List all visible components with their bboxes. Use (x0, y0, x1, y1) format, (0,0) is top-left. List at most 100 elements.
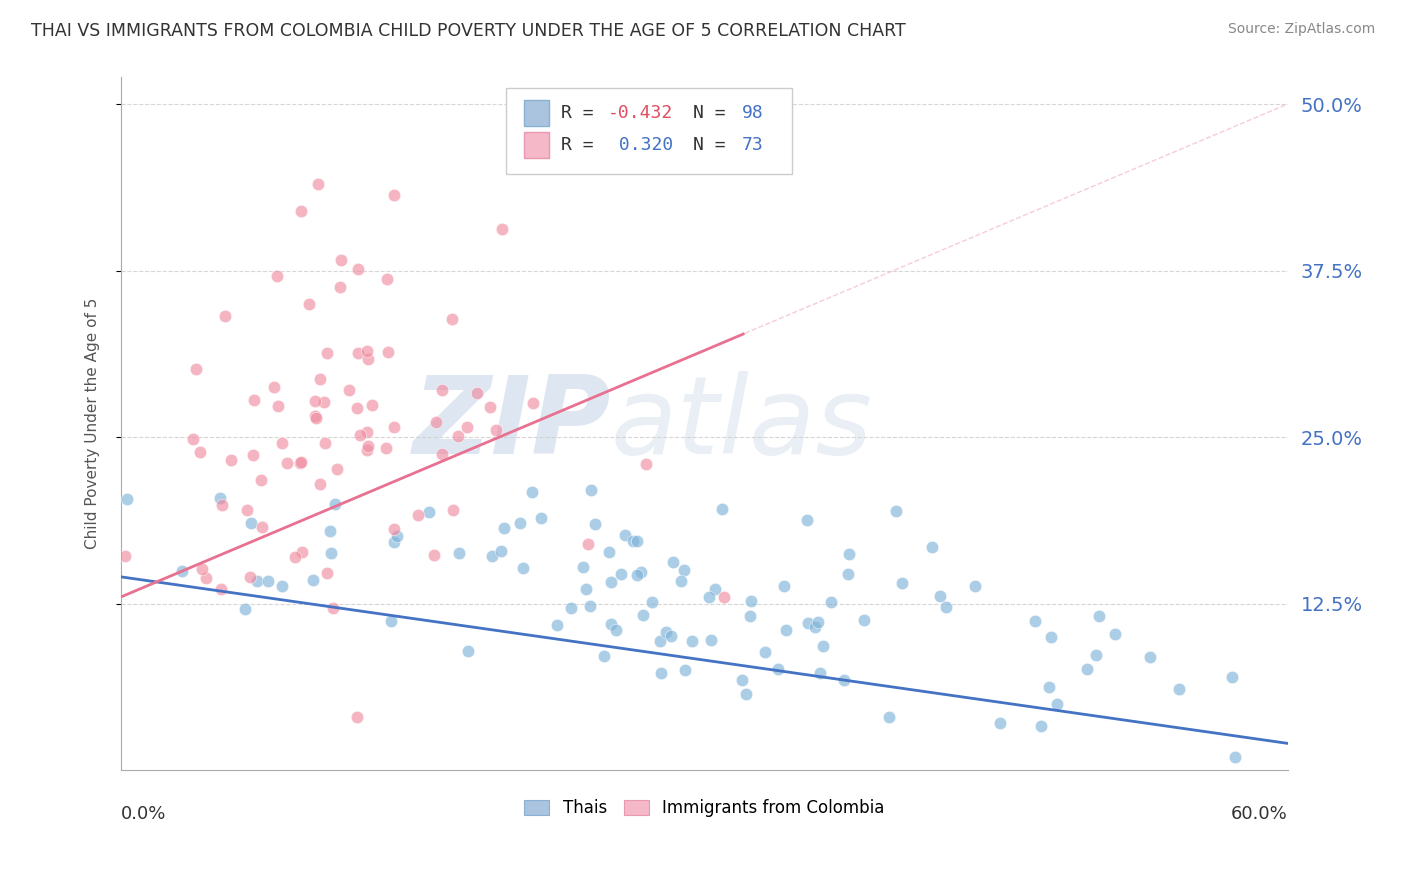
Point (1167, 681, 1189, 696)
Point (209, 582, 232, 596)
Point (211, 499, 233, 513)
Point (250, 520, 273, 534)
Point (330, 252, 353, 267)
Point (1076, 662, 1098, 676)
Point (520, 484, 543, 499)
Point (600, 616, 623, 631)
Point (307, 177, 329, 191)
Point (811, 639, 834, 653)
Point (575, 582, 598, 597)
Point (731, 673, 754, 688)
Point (838, 547, 860, 561)
Point (598, 545, 620, 559)
Point (465, 385, 488, 400)
Text: 0.0%: 0.0% (121, 805, 166, 822)
Point (522, 395, 544, 409)
Point (697, 590, 720, 604)
Point (263, 380, 285, 394)
Point (298, 296, 321, 310)
Point (546, 618, 568, 632)
Point (375, 272, 398, 286)
Point (441, 503, 464, 517)
Point (655, 625, 678, 640)
Point (650, 666, 672, 681)
Point (641, 595, 664, 609)
Point (1085, 648, 1108, 662)
Point (1139, 650, 1161, 665)
Point (316, 566, 339, 580)
Point (921, 540, 943, 554)
Y-axis label: Child Poverty Under the Age of 5: Child Poverty Under the Age of 5 (86, 298, 100, 549)
Point (1223, 749, 1246, 764)
Point (301, 573, 323, 587)
Point (322, 601, 344, 615)
Text: ZIP: ZIP (412, 371, 612, 476)
Point (377, 345, 399, 359)
Point (188, 445, 211, 459)
Point (662, 555, 685, 569)
Point (766, 662, 789, 676)
Point (935, 600, 957, 615)
Point (170, 565, 193, 579)
Point (740, 609, 762, 624)
Point (796, 513, 818, 527)
Text: Source: ZipAtlas.com: Source: ZipAtlas.com (1227, 22, 1375, 37)
Text: 0.320: 0.320 (607, 136, 673, 154)
Point (346, 261, 368, 276)
Point (711, 502, 734, 516)
Point (380, 614, 402, 628)
Point (735, 687, 758, 701)
FancyBboxPatch shape (523, 132, 550, 159)
Point (879, 709, 901, 723)
Point (754, 645, 776, 659)
Point (356, 443, 378, 458)
Text: atlas: atlas (612, 371, 873, 476)
Point (740, 594, 762, 608)
Point (356, 343, 378, 358)
Point (807, 615, 830, 630)
Point (775, 624, 797, 638)
Point (181, 432, 204, 446)
Point (671, 574, 693, 588)
Point (346, 401, 368, 415)
Point (440, 312, 463, 326)
Point (249, 473, 271, 487)
Point (304, 394, 326, 409)
Point (315, 345, 337, 359)
Point (713, 590, 735, 604)
Point (347, 346, 370, 360)
Point (832, 673, 855, 687)
Point (512, 561, 534, 575)
Point (630, 565, 652, 579)
Point (382, 522, 405, 536)
Point (626, 568, 648, 582)
Point (621, 534, 644, 549)
Point (257, 574, 280, 588)
Point (673, 663, 696, 677)
Point (605, 624, 627, 638)
Point (191, 562, 214, 576)
Point (430, 383, 453, 397)
FancyBboxPatch shape (523, 100, 550, 126)
Point (682, 633, 704, 648)
Point (837, 567, 859, 582)
Point (703, 582, 725, 596)
Point (576, 536, 599, 550)
Point (456, 420, 478, 434)
Text: 60.0%: 60.0% (1230, 805, 1288, 822)
Text: 98: 98 (742, 103, 763, 122)
Point (326, 461, 349, 475)
Point (271, 579, 294, 593)
FancyBboxPatch shape (506, 87, 792, 175)
Point (323, 497, 346, 511)
Text: R =: R = (561, 136, 593, 154)
Point (1087, 609, 1109, 624)
Point (491, 221, 513, 235)
Point (481, 549, 503, 563)
Point (1039, 630, 1062, 644)
Point (447, 429, 470, 443)
Text: N =: N = (693, 136, 725, 154)
Point (408, 508, 430, 522)
Point (772, 579, 794, 593)
Point (796, 615, 818, 630)
